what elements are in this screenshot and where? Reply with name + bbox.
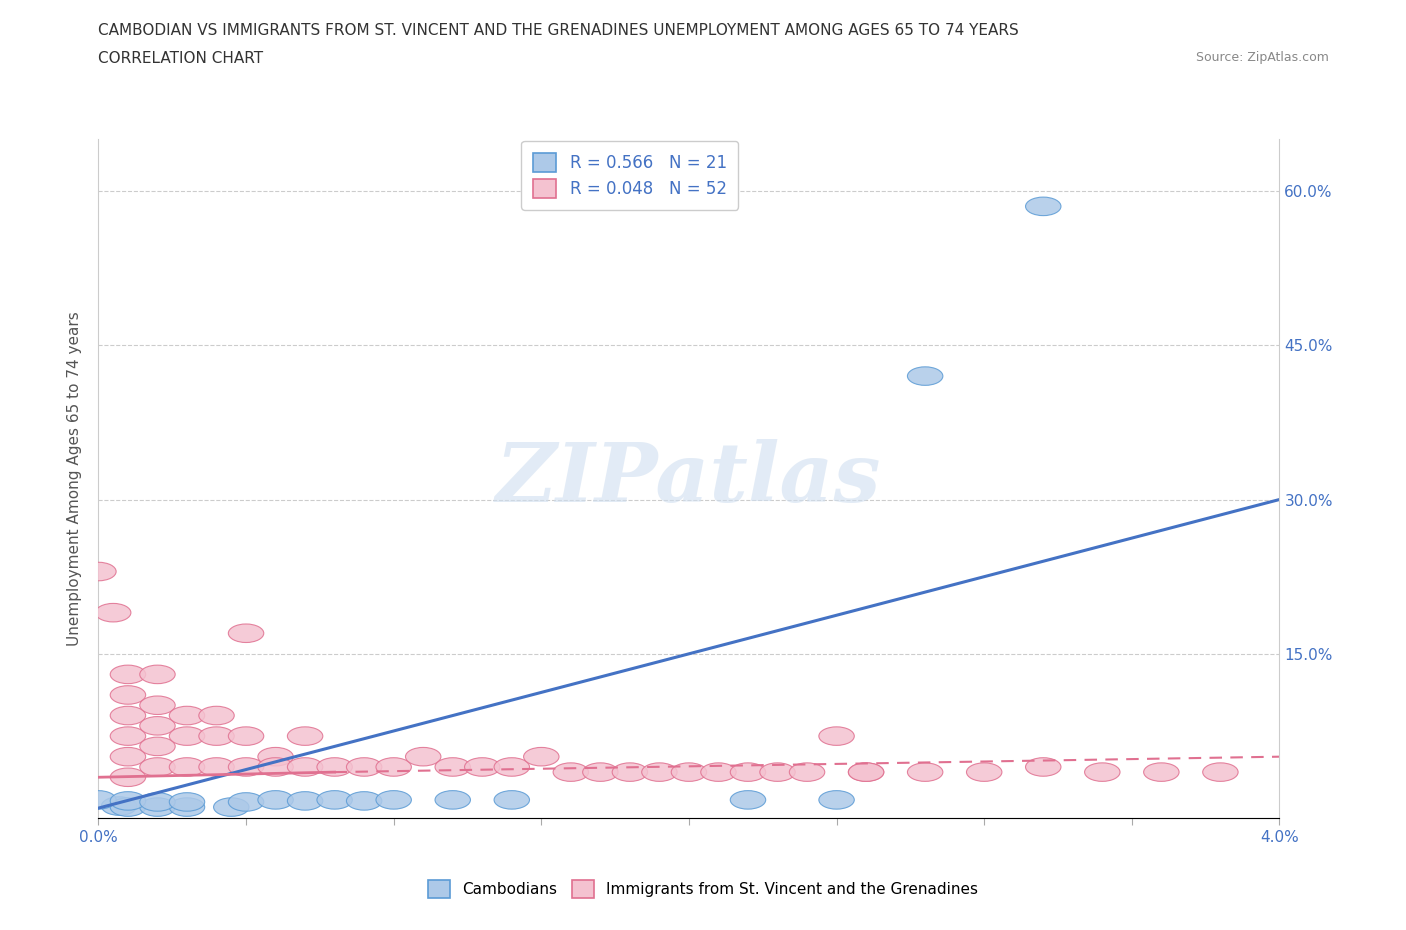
Ellipse shape <box>434 758 471 777</box>
Ellipse shape <box>346 791 382 810</box>
Ellipse shape <box>1025 758 1062 777</box>
Ellipse shape <box>257 748 294 766</box>
Ellipse shape <box>110 727 146 745</box>
Ellipse shape <box>139 792 176 811</box>
Ellipse shape <box>287 791 323 810</box>
Ellipse shape <box>966 763 1002 781</box>
Ellipse shape <box>101 797 136 816</box>
Ellipse shape <box>730 763 766 781</box>
Ellipse shape <box>316 790 353 809</box>
Ellipse shape <box>169 706 205 724</box>
Ellipse shape <box>671 763 707 781</box>
Ellipse shape <box>848 763 884 781</box>
Ellipse shape <box>818 790 855 809</box>
Ellipse shape <box>110 768 146 787</box>
Ellipse shape <box>169 798 205 817</box>
Ellipse shape <box>110 791 146 810</box>
Ellipse shape <box>730 790 766 809</box>
Ellipse shape <box>198 758 235 777</box>
Ellipse shape <box>789 763 825 781</box>
Ellipse shape <box>287 758 323 777</box>
Ellipse shape <box>494 758 530 777</box>
Ellipse shape <box>228 727 264 745</box>
Ellipse shape <box>907 366 943 385</box>
Ellipse shape <box>139 758 176 777</box>
Ellipse shape <box>434 790 471 809</box>
Ellipse shape <box>198 727 235 745</box>
Ellipse shape <box>316 758 353 777</box>
Ellipse shape <box>139 798 176 817</box>
Ellipse shape <box>464 758 501 777</box>
Ellipse shape <box>214 798 249 817</box>
Ellipse shape <box>80 563 117 580</box>
Ellipse shape <box>228 624 264 643</box>
Ellipse shape <box>523 748 560 766</box>
Ellipse shape <box>641 763 678 781</box>
Ellipse shape <box>110 748 146 766</box>
Ellipse shape <box>169 727 205 745</box>
Ellipse shape <box>818 727 855 745</box>
Ellipse shape <box>198 706 235 724</box>
Ellipse shape <box>375 758 412 777</box>
Ellipse shape <box>139 696 176 714</box>
Ellipse shape <box>287 727 323 745</box>
Ellipse shape <box>257 758 294 777</box>
Ellipse shape <box>110 665 146 684</box>
Ellipse shape <box>494 790 530 809</box>
Text: Source: ZipAtlas.com: Source: ZipAtlas.com <box>1195 51 1329 64</box>
Legend: R = 0.566   N = 21, R = 0.048   N = 52: R = 0.566 N = 21, R = 0.048 N = 52 <box>522 141 738 209</box>
Ellipse shape <box>110 798 146 817</box>
Ellipse shape <box>1202 763 1239 781</box>
Ellipse shape <box>228 758 264 777</box>
Ellipse shape <box>612 763 648 781</box>
Ellipse shape <box>110 706 146 724</box>
Text: CORRELATION CHART: CORRELATION CHART <box>98 51 263 66</box>
Ellipse shape <box>139 665 176 684</box>
Ellipse shape <box>110 685 146 704</box>
Ellipse shape <box>759 763 796 781</box>
Ellipse shape <box>553 763 589 781</box>
Ellipse shape <box>139 717 176 735</box>
Ellipse shape <box>1143 763 1180 781</box>
Ellipse shape <box>405 748 441 766</box>
Legend: Cambodians, Immigrants from St. Vincent and the Grenadines: Cambodians, Immigrants from St. Vincent … <box>418 870 988 909</box>
Ellipse shape <box>848 763 884 781</box>
Text: ZIPatlas: ZIPatlas <box>496 439 882 519</box>
Ellipse shape <box>96 604 131 622</box>
Ellipse shape <box>582 763 619 781</box>
Ellipse shape <box>169 792 205 811</box>
Ellipse shape <box>907 763 943 781</box>
Ellipse shape <box>169 758 205 777</box>
Ellipse shape <box>139 737 176 756</box>
Ellipse shape <box>228 792 264 811</box>
Ellipse shape <box>1025 197 1062 216</box>
Ellipse shape <box>375 790 412 809</box>
Ellipse shape <box>80 790 117 809</box>
Text: CAMBODIAN VS IMMIGRANTS FROM ST. VINCENT AND THE GRENADINES UNEMPLOYMENT AMONG A: CAMBODIAN VS IMMIGRANTS FROM ST. VINCENT… <box>98 23 1019 38</box>
Y-axis label: Unemployment Among Ages 65 to 74 years: Unemployment Among Ages 65 to 74 years <box>67 312 83 646</box>
Ellipse shape <box>346 758 382 777</box>
Ellipse shape <box>257 790 294 809</box>
Ellipse shape <box>1084 763 1121 781</box>
Ellipse shape <box>700 763 737 781</box>
